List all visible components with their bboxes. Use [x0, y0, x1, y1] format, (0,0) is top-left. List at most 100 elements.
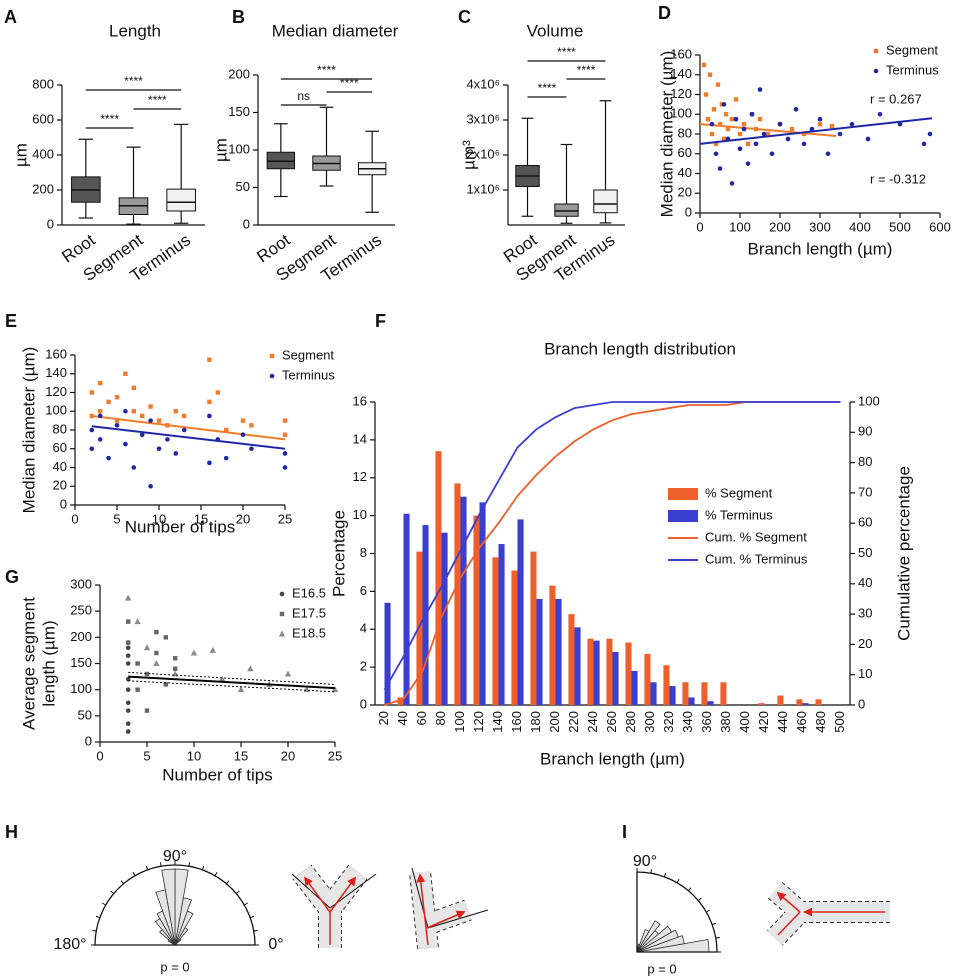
x-tick-label: 100 — [729, 219, 751, 234]
bar — [511, 570, 518, 705]
point — [279, 591, 285, 597]
point — [173, 409, 178, 414]
point — [125, 653, 131, 658]
y-tick-label: 50 — [858, 545, 872, 560]
point — [156, 446, 162, 452]
x-tick-label: 480 — [813, 711, 828, 733]
y-tick-label: 150 — [70, 655, 92, 670]
significance: **** — [557, 45, 576, 59]
bar — [435, 451, 442, 705]
point — [123, 371, 128, 376]
bar — [758, 703, 765, 705]
x-tick-label: 240 — [585, 711, 600, 733]
rose-wedge — [636, 929, 679, 953]
point — [282, 465, 288, 470]
cumulative-line — [383, 401, 841, 691]
chart-title: Branch length distribution — [544, 339, 736, 358]
rose-wedge — [154, 918, 176, 946]
bar — [720, 682, 727, 705]
bar — [460, 496, 467, 705]
bar — [574, 627, 581, 705]
y-tick-label: 2x10⁶ — [466, 146, 500, 161]
y2-axis-label: Cumulative percentage — [894, 466, 913, 641]
rose-tick — [235, 890, 240, 894]
panel-letter: I — [622, 822, 627, 842]
point — [278, 630, 286, 637]
y-tick-label: 70 — [858, 484, 872, 499]
bar — [517, 519, 524, 705]
point — [761, 131, 767, 137]
significance: **** — [148, 93, 167, 107]
point — [114, 418, 120, 423]
chart-title: Volume — [527, 21, 584, 40]
rose-tick — [201, 865, 205, 870]
y-tick-label: 4x10⁶ — [466, 76, 500, 91]
point — [114, 423, 120, 428]
point — [733, 97, 739, 102]
point — [817, 121, 823, 127]
point — [801, 141, 807, 147]
bar — [688, 697, 695, 705]
trend-line — [699, 117, 933, 145]
significance: **** — [124, 74, 143, 88]
point — [785, 136, 791, 142]
y-tick-label: 20 — [858, 636, 872, 651]
y-tick-label: 0 — [85, 733, 92, 748]
y-tick-label: 40 — [678, 165, 692, 180]
x-tick-label: 360 — [699, 711, 714, 733]
point — [237, 686, 245, 693]
point — [125, 645, 131, 651]
point — [224, 427, 229, 433]
legend-label: Cum. % Terminus — [705, 551, 808, 566]
y-axis-label: length (µm) — [39, 620, 58, 706]
rose-tick — [253, 929, 258, 932]
bar — [568, 614, 575, 705]
panel-letter: C — [458, 7, 471, 27]
point — [126, 619, 131, 624]
point — [809, 126, 815, 132]
y-tick-label: 0 — [360, 696, 367, 711]
bar — [644, 653, 651, 705]
point — [737, 146, 743, 152]
fit-line — [128, 671, 336, 685]
p-value: p = 0 — [160, 959, 189, 974]
y-axis-label: µm³ — [459, 140, 478, 170]
rose-tick — [715, 936, 720, 939]
y-tick-label: 60 — [858, 515, 872, 530]
rose-tick — [159, 862, 162, 867]
y-tick-label: 20 — [678, 185, 692, 200]
point — [741, 126, 747, 132]
y-tick-label: 0 — [47, 216, 54, 231]
x-tick-label: 80 — [433, 711, 448, 725]
x-tick-label: 100 — [452, 711, 467, 733]
x-tick-label: 180 — [528, 711, 543, 733]
point — [173, 666, 178, 671]
x-tick-label: 10 — [187, 748, 201, 763]
x-tick-label: 600 — [929, 219, 951, 234]
y-tick-label: 100 — [228, 141, 250, 156]
bar — [454, 483, 461, 705]
y-tick-label: 90 — [858, 424, 872, 439]
point — [745, 161, 751, 166]
point — [139, 432, 145, 437]
point — [721, 102, 727, 107]
y-tick-label: 1x10⁶ — [466, 181, 500, 196]
point — [148, 418, 153, 423]
rose-tick — [145, 865, 149, 870]
y-tick-label: 150 — [228, 104, 250, 119]
y-axis-label: µm — [211, 138, 230, 162]
y-tick-label: 80 — [678, 125, 692, 140]
point — [765, 131, 771, 137]
x-tick-label: 20 — [281, 748, 295, 763]
y-tick-label: 0 — [60, 496, 67, 511]
point — [793, 107, 799, 112]
point — [829, 123, 835, 129]
bar — [403, 513, 410, 705]
panel-letter: H — [5, 822, 18, 842]
legend-label: Cum. % Segment — [705, 529, 807, 544]
point — [249, 446, 254, 452]
point — [249, 423, 254, 428]
point — [713, 141, 719, 147]
point — [154, 629, 159, 635]
